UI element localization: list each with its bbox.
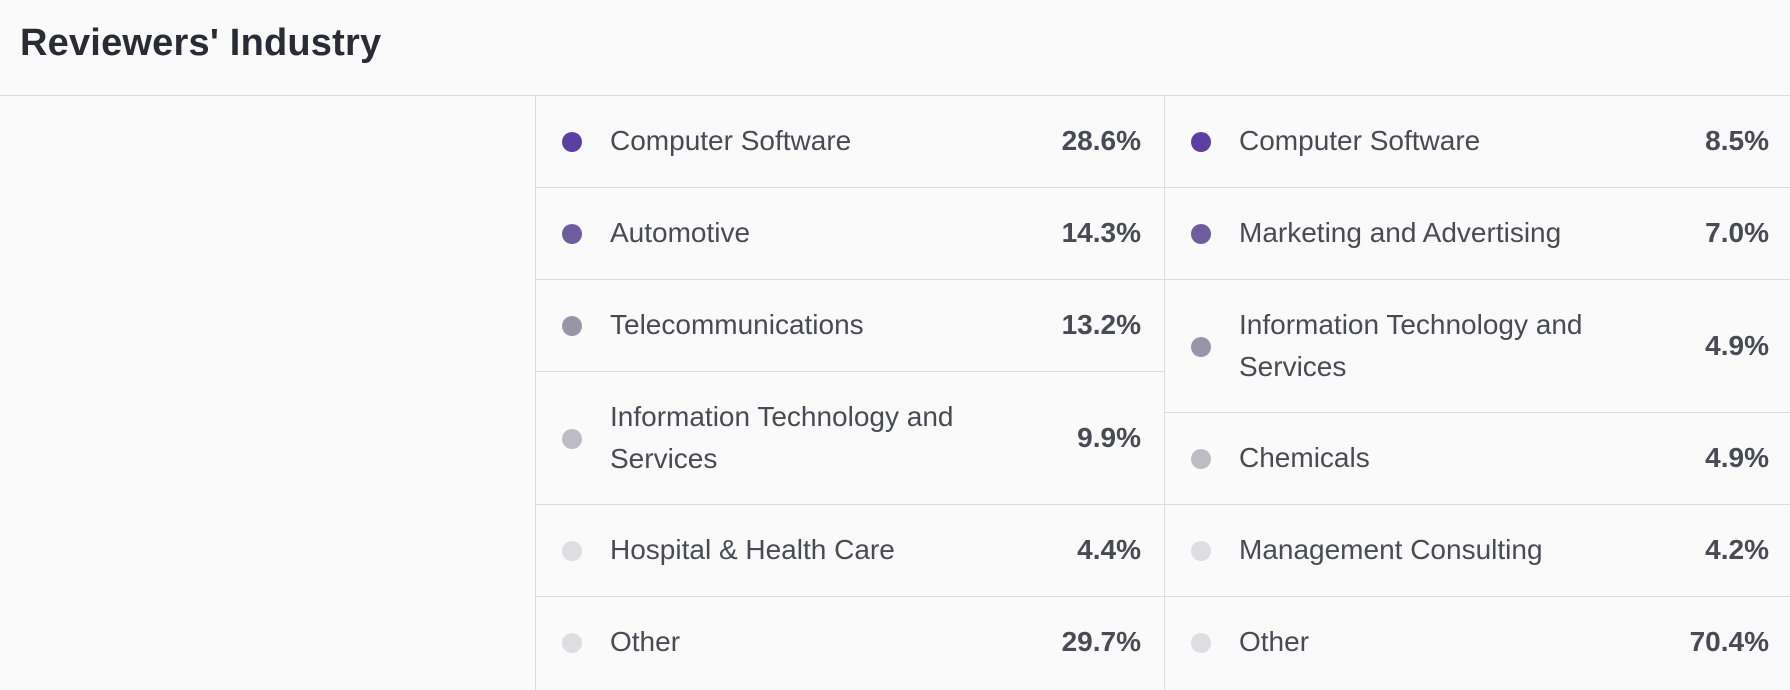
legend-column-left: Computer Software 28.6% Automotive 14.3%… xyxy=(535,96,1165,690)
legend-label: Telecommunications xyxy=(610,309,864,340)
legend-row: Information Technology and Services 4.9% xyxy=(1165,280,1790,413)
legend-dot-icon xyxy=(562,224,582,244)
legend-row: Management Consulting 4.2% xyxy=(1165,505,1790,597)
legend-value: 4.9% xyxy=(1705,442,1769,473)
legend-label: Automotive xyxy=(610,217,751,248)
legend-value: 4.4% xyxy=(1077,534,1141,565)
legend-label-continued: Services xyxy=(610,443,718,474)
legend-dot-icon xyxy=(562,429,582,449)
legend-row: Other 29.7% xyxy=(536,597,1165,690)
legend-value: 4.2% xyxy=(1705,534,1769,565)
legend-value: 28.6% xyxy=(1061,125,1141,156)
legend-label: Other xyxy=(1239,626,1310,657)
legend-value: 7.0% xyxy=(1705,217,1769,248)
legend-value: 8.5% xyxy=(1705,125,1769,156)
header: Reviewers' Industry xyxy=(0,0,1790,96)
legend-value: 13.2% xyxy=(1061,309,1141,340)
page-title: Reviewers' Industry xyxy=(20,22,382,64)
legend-label: Marketing and Advertising xyxy=(1239,217,1562,248)
legend-label: Information Technology and xyxy=(1239,309,1583,340)
legend-value: 4.9% xyxy=(1705,330,1769,361)
legend-label-continued: Services xyxy=(1239,351,1347,382)
legend-row: Automotive 14.3% xyxy=(536,188,1165,280)
legend-value: 70.4% xyxy=(1689,626,1769,657)
legend-dot-icon xyxy=(1191,449,1211,469)
legend-label: Hospital & Health Care xyxy=(610,534,895,565)
legend-dot-icon xyxy=(562,316,582,336)
legend-value: 14.3% xyxy=(1061,217,1141,248)
legend-row: Marketing and Advertising 7.0% xyxy=(1165,188,1790,280)
legend-row: Other 70.4% xyxy=(1165,597,1790,690)
legend-dot-icon xyxy=(1191,224,1211,244)
legend-dot-icon xyxy=(1191,633,1211,653)
legend-dot-icon xyxy=(1191,337,1211,357)
legend-row: Information Technology and Services 9.9% xyxy=(536,372,1165,505)
legend-label: Other xyxy=(610,626,681,657)
legend-label: Chemicals xyxy=(1239,442,1370,473)
chart-area xyxy=(0,96,535,690)
legend-dot-icon xyxy=(562,633,582,653)
legend-row: Telecommunications 13.2% xyxy=(536,280,1165,372)
legend-value: 29.7% xyxy=(1061,626,1141,657)
legend-dot-icon xyxy=(562,541,582,561)
legend-dot-icon xyxy=(562,132,582,152)
legend-row: Chemicals 4.9% xyxy=(1165,413,1790,505)
legend-column-right: Computer Software 8.5% Marketing and Adv… xyxy=(1164,96,1790,690)
legend-value: 9.9% xyxy=(1077,422,1141,453)
industry-breakdown: Computer Software 28.6% Automotive 14.3%… xyxy=(0,96,1790,690)
legend-dot-icon xyxy=(1191,541,1211,561)
legend-label: Management Consulting xyxy=(1239,534,1543,565)
legend-label: Computer Software xyxy=(1239,125,1481,156)
legend-row: Hospital & Health Care 4.4% xyxy=(536,505,1165,597)
legend-label: Information Technology and xyxy=(610,401,954,432)
legend-dot-icon xyxy=(1191,132,1211,152)
legend-row: Computer Software 8.5% xyxy=(1165,96,1790,188)
legend-row: Computer Software 28.6% xyxy=(536,96,1165,188)
legend-label: Computer Software xyxy=(610,125,852,156)
